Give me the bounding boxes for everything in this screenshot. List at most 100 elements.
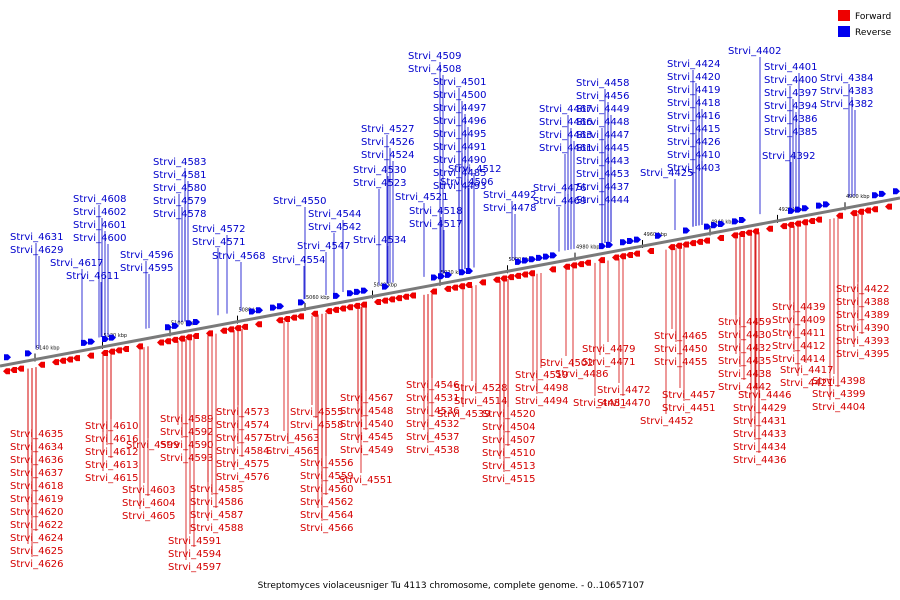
reverse-leader-lines: [35, 57, 856, 350]
forward-gene-arrow: [297, 313, 304, 320]
forward-gene-label: Strvi_4576: [216, 472, 270, 483]
forward-gene-arrow: [787, 221, 794, 228]
forward-gene-arrow: [731, 232, 738, 239]
forward-gene-label: Strvi_4612: [85, 447, 139, 458]
forward-gene-arrow: [675, 242, 682, 249]
forward-gene-arrow: [171, 336, 178, 343]
forward-gene-label: Strvi_4567: [340, 393, 394, 404]
forward-gene-arrow: [549, 266, 556, 273]
reverse-gene-label: Strvi_4449: [576, 104, 630, 115]
forward-gene-label: Strvi_4404: [812, 402, 866, 413]
reverse-gene-label: Strvi_4530: [353, 165, 407, 176]
forward-gene-arrow: [857, 208, 864, 215]
forward-gene-label: Strvi_4430: [718, 330, 772, 341]
forward-gene-label: Strvi_4636: [10, 455, 64, 466]
reverse-gene-label: Strvi_4478: [483, 203, 537, 214]
reverse-gene-label: Strvi_4501: [433, 77, 487, 88]
reverse-gene-arrow: [333, 292, 340, 299]
forward-gene-label: Strvi_4634: [10, 442, 64, 453]
forward-gene-arrow: [409, 292, 416, 299]
reverse-gene-label: Strvi_4492: [483, 190, 537, 201]
forward-gene-label: Strvi_4481: [573, 398, 627, 409]
reverse-gene-label: Strvi_4602: [73, 207, 127, 218]
forward-gene-arrow: [283, 315, 290, 322]
forward-gene-label: Strvi_4414: [772, 354, 826, 365]
reverse-gene-arrow: [606, 241, 613, 248]
reverse-gene-label: Strvi_4617: [50, 258, 104, 269]
reverse-gene-arrow: [256, 307, 263, 314]
forward-gene-arrow: [682, 241, 689, 248]
forward-gene-arrow: [689, 240, 696, 247]
forward-gene-arrow: [633, 250, 640, 257]
forward-gene-arrow: [563, 263, 570, 270]
reverse-gene-label: Strvi_4443: [576, 156, 630, 167]
forward-gene-label: Strvi_4610: [85, 421, 139, 432]
reverse-gene-arrow: [88, 338, 95, 345]
forward-gene-arrow: [780, 223, 787, 230]
reverse-gene-label: Strvi_4495: [433, 129, 487, 140]
reverse-gene-label: Strvi_4571: [192, 237, 246, 248]
reverse-gene-label: Strvi_4458: [576, 78, 630, 89]
forward-gene-labels: Strvi_4635 Strvi_4634 Strvi_4636 Strvi_4637…: [10, 284, 890, 573]
forward-gene-arrow: [577, 261, 584, 268]
forward-gene-label: Strvi_4471: [582, 357, 636, 368]
forward-gene-arrow: [381, 297, 388, 304]
forward-gene-label: Strvi_4563: [266, 433, 320, 444]
reverse-gene-label: Strvi_4392: [762, 151, 816, 162]
forward-gene-arrow: [276, 317, 283, 324]
forward-gene-label: Strvi_4399: [812, 389, 866, 400]
forward-gene-label: Strvi_4536: [406, 406, 460, 417]
reverse-gene-label: Strvi_4461: [539, 143, 593, 154]
forward-gene-label: Strvi_4590: [160, 440, 214, 451]
forward-gene-label: Strvi_4537: [406, 432, 460, 443]
reverse-gene-label: Strvi_4420: [667, 72, 721, 83]
reverse-gene-arrow: [466, 267, 473, 274]
forward-gene-label: Strvi_4439: [772, 302, 826, 313]
forward-gene-label: Strvi_4446: [738, 390, 792, 401]
reverse-gene-label: Strvi_4518: [409, 206, 463, 217]
reverse-gene-arrow: [431, 274, 438, 281]
reverse-gene-arrow: [382, 283, 389, 290]
forward-gene-label: Strvi_4549: [340, 445, 394, 456]
reverse-gene-arrow: [879, 190, 886, 197]
forward-gene-label: Strvi_4618: [10, 481, 64, 492]
forward-gene-arrow: [794, 220, 801, 227]
forward-gene-arrow: [703, 237, 710, 244]
forward-gene-label: Strvi_4433: [733, 429, 787, 440]
forward-gene-arrow: [570, 262, 577, 269]
reverse-gene-arrow: [788, 207, 795, 214]
forward-gene-label: Strvi_4519: [515, 370, 569, 381]
reverse-gene-arrow: [732, 218, 739, 225]
forward-gene-label: Strvi_4438: [718, 369, 772, 380]
forward-gene-label: Strvi_4540: [340, 419, 394, 430]
reverse-gene-label: Strvi_4447: [576, 130, 630, 141]
reverse-gene-arrow: [445, 271, 452, 278]
reverse-gene-label: Strvi_4608: [73, 194, 127, 205]
forward-gene-arrow: [815, 216, 822, 223]
forward-gene-label: Strvi_4398: [812, 376, 866, 387]
reverse-gene-label: Strvi_4554: [272, 255, 326, 266]
scale-label: 5140 kbp: [36, 345, 60, 351]
reverse-gene-label: Strvi_4437: [576, 182, 630, 193]
reverse-gene-arrow: [165, 324, 172, 331]
forward-gene-arrow: [164, 338, 171, 345]
reverse-gene-label: Strvi_4506: [440, 177, 494, 188]
reverse-gene-label: Strvi_4448: [576, 117, 630, 128]
forward-gene-label: Strvi_4577: [216, 433, 270, 444]
forward-gene-label: Strvi_4409: [772, 315, 826, 326]
forward-gene-label: Strvi_4520: [482, 409, 536, 420]
reverse-gene-label: Strvi_4601: [73, 220, 127, 231]
reverse-gene-label: Strvi_4542: [308, 222, 362, 233]
forward-gene-label: Strvi_4548: [340, 406, 394, 417]
reverse-gene-arrow: [711, 222, 718, 229]
forward-gene-label: Strvi_4585: [190, 484, 244, 495]
forward-gene-label: Strvi_4619: [10, 494, 64, 505]
legend: Forward Reverse: [838, 10, 892, 38]
reverse-gene-label: Strvi_4534: [353, 235, 407, 246]
reverse-gene-label: Strvi_4611: [66, 271, 120, 282]
forward-gene-label: Strvi_4531: [406, 393, 460, 404]
legend-forward-swatch: [838, 10, 850, 21]
reverse-gene-arrow: [270, 304, 277, 311]
reverse-gene-arrow: [102, 335, 109, 342]
forward-gene-label: Strvi_4513: [482, 461, 536, 472]
